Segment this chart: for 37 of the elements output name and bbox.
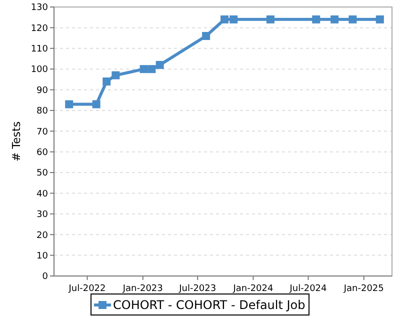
y-tick-label: 20 (36, 230, 48, 241)
y-tick-label: 50 (36, 168, 48, 179)
point (348, 15, 357, 24)
point (266, 15, 274, 24)
point (230, 15, 238, 24)
point (220, 15, 229, 24)
x-tick-label: Jul-2023 (178, 284, 216, 294)
y-tick-label: 80 (36, 106, 48, 117)
y-tick-label: 10 (36, 251, 48, 262)
point (148, 65, 156, 74)
y-axis-title: # Tests (10, 121, 23, 162)
y-tick-label: 100 (30, 65, 48, 76)
point (112, 71, 120, 80)
y-tick-label: 90 (36, 86, 48, 96)
x-tick-label: Jan-2023 (122, 284, 163, 294)
point (202, 32, 210, 40)
point (156, 60, 164, 69)
y-tick-label: 40 (36, 189, 48, 200)
y-tick-label: 110 (30, 44, 48, 55)
point (376, 15, 384, 24)
x-tick-label: Jan-2024 (232, 284, 274, 294)
y-tick-label: 70 (36, 127, 48, 138)
x-tick-label: Jul-2024 (288, 284, 328, 294)
x-tick-label: Jan-2025 (342, 284, 384, 294)
point (102, 77, 111, 86)
y-tick-label: 120 (30, 24, 48, 34)
point (312, 15, 320, 24)
y-tick-label: 30 (36, 210, 48, 220)
y-tick-label: 130 (30, 3, 48, 14)
point (92, 100, 100, 108)
point (140, 65, 148, 74)
x-tick-label: Jul-2022 (68, 284, 106, 294)
point (330, 15, 339, 24)
y-tick-label: 0 (42, 272, 48, 282)
point (65, 100, 74, 108)
legend-label: COHORT - COHORT - Default Job (113, 298, 306, 312)
y-tick-label: 60 (36, 148, 48, 158)
